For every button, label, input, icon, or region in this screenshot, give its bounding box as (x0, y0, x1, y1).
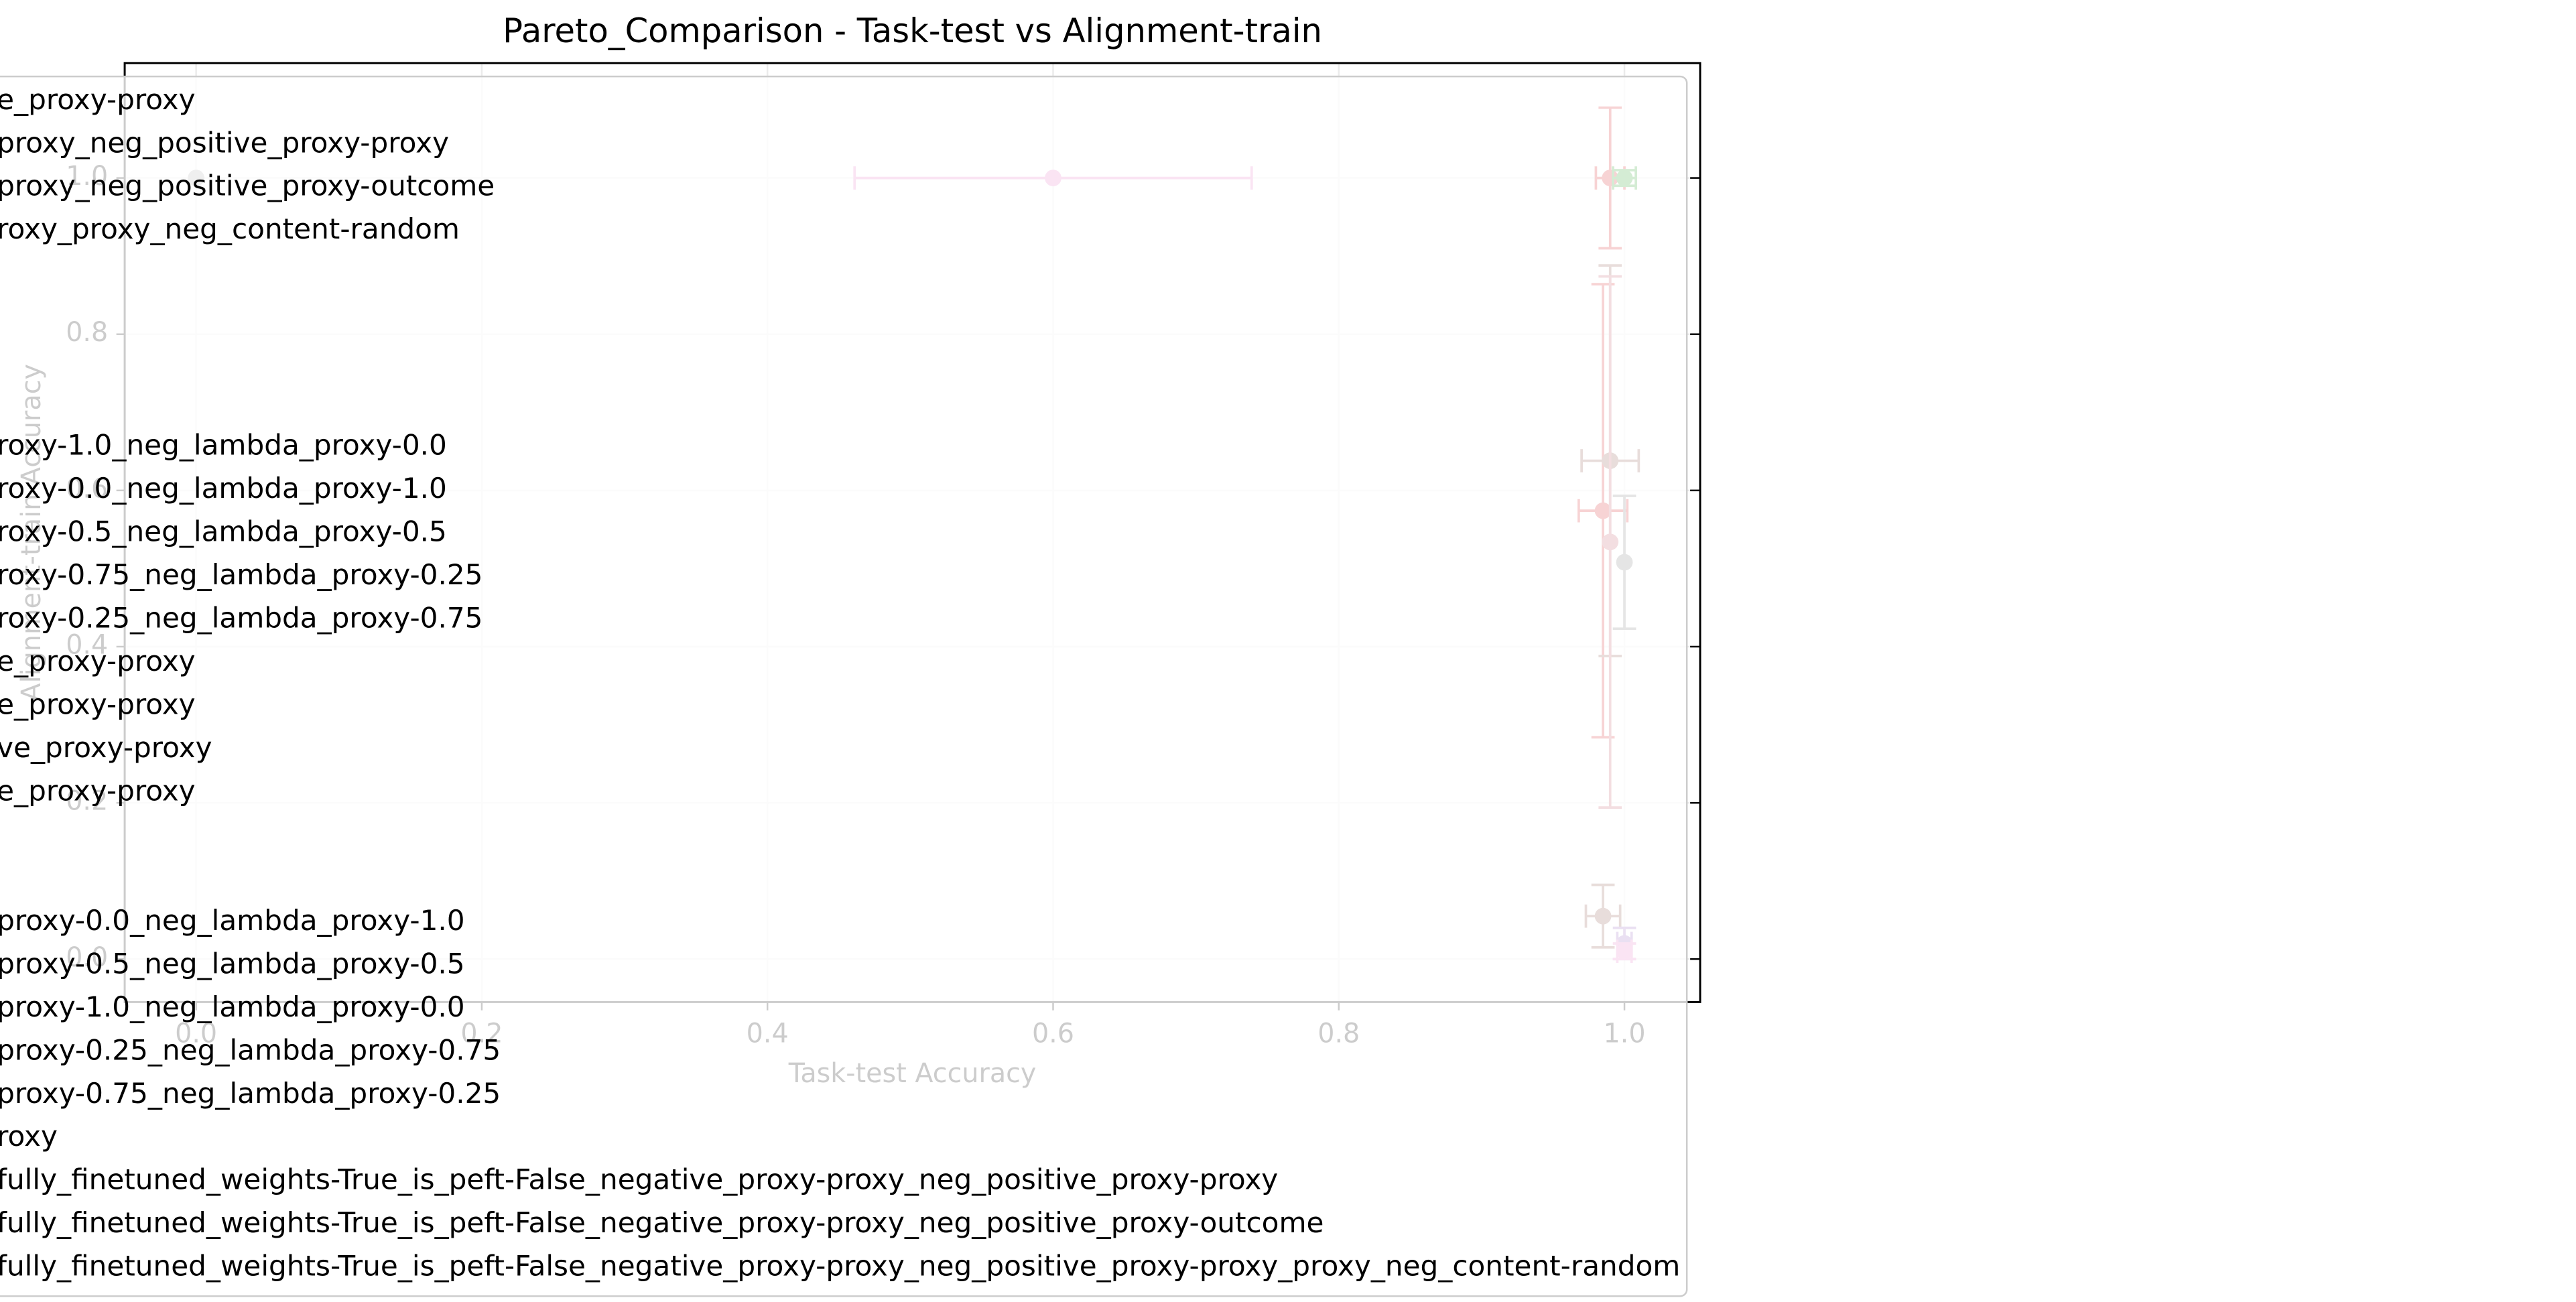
legend-entry: proxy_neg_positive_proxy-outcome (0, 170, 495, 202)
legend-entry: roxy_proxy_neg_content-random (0, 212, 460, 245)
legend-entry: e_proxy-proxy (0, 688, 196, 720)
legend-entry: fully_finetuned_weights-True_is_peft-Fal… (0, 1206, 1324, 1239)
legend-entry: fully_finetuned_weights-True_is_peft-Fal… (0, 1163, 1278, 1196)
legend-entry: proxy-0.5_neg_lambda_proxy-0.5 (0, 947, 465, 980)
legend-box (0, 75, 1688, 1297)
legend-entry: e_proxy-proxy (0, 83, 196, 116)
legend-entry: proxy-1.0_neg_lambda_proxy-0.0 (0, 990, 465, 1023)
legend-entry: ve_proxy-proxy (0, 731, 212, 764)
legend-entry: roxy-0.75_neg_lambda_proxy-0.25 (0, 558, 482, 591)
legend-entry: fully_finetuned_weights-True_is_peft-Fal… (0, 1250, 1680, 1283)
legend-entry: proxy-0.75_neg_lambda_proxy-0.25 (0, 1077, 501, 1110)
legend-entry: roxy-0.5_neg_lambda_proxy-0.5 (0, 515, 447, 548)
legend-entry: roxy (0, 1120, 58, 1153)
legend-entry: e_proxy-proxy (0, 774, 196, 807)
chart-title: Pareto_Comparison - Task-test vs Alignme… (503, 11, 1322, 50)
legend-entry: proxy-0.0_neg_lambda_proxy-1.0 (0, 904, 465, 937)
legend-entry: e_proxy-proxy (0, 645, 196, 677)
legend-entry: roxy-0.25_neg_lambda_proxy-0.75 (0, 602, 482, 635)
legend-entry: proxy_neg_positive_proxy-proxy (0, 126, 449, 159)
legend-entry: proxy-0.25_neg_lambda_proxy-0.75 (0, 1033, 501, 1066)
legend-entry: roxy-0.0_neg_lambda_proxy-1.0 (0, 472, 447, 505)
legend-entry: roxy-1.0_neg_lambda_proxy-0.0 (0, 429, 447, 462)
